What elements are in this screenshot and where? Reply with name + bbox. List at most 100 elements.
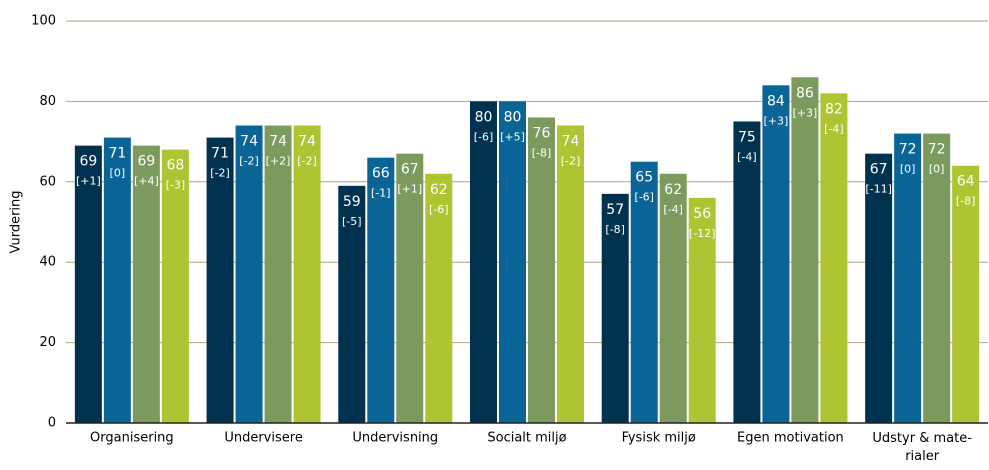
- x-tick-label: Undervisere: [224, 431, 302, 446]
- value-label: 64: [957, 174, 975, 190]
- change-label: [-2]: [239, 155, 259, 168]
- value-label: 56: [693, 206, 711, 222]
- change-label: [-6]: [634, 191, 654, 204]
- bar: [396, 153, 424, 423]
- value-label: 80: [504, 109, 522, 125]
- change-label: [+3]: [764, 114, 789, 127]
- change-label: [-6]: [429, 203, 449, 216]
- value-label: 75: [738, 130, 756, 146]
- bar: [952, 165, 980, 423]
- change-label: [+1]: [397, 183, 422, 196]
- x-tick-label: Fysisk miljø: [622, 431, 696, 446]
- value-label: 86: [796, 85, 814, 101]
- bar: [688, 197, 716, 423]
- bar: [601, 193, 629, 423]
- change-label: [-4]: [824, 122, 844, 135]
- change-label: [+4]: [134, 175, 159, 188]
- bar: [865, 153, 893, 423]
- y-tick-label: 80: [39, 94, 56, 109]
- change-label: [-2]: [561, 155, 581, 168]
- value-label: 67: [401, 162, 419, 178]
- bar: [733, 121, 761, 423]
- y-tick-label: 60: [39, 174, 56, 189]
- change-label: [-8]: [532, 146, 552, 159]
- bar: [103, 137, 131, 423]
- value-label: 71: [108, 146, 126, 162]
- value-label: 76: [533, 125, 551, 141]
- change-label: [-8]: [956, 195, 976, 208]
- value-label: 59: [343, 194, 361, 210]
- value-label: 57: [606, 202, 624, 218]
- value-label: 66: [372, 166, 390, 182]
- value-label: 69: [137, 154, 155, 170]
- value-label: 62: [664, 182, 682, 198]
- bar: [820, 93, 848, 424]
- y-axis-label: Vurdering: [9, 190, 24, 253]
- value-label: 72: [928, 142, 946, 158]
- y-tick-label: 100: [31, 14, 56, 29]
- value-label: 74: [562, 134, 580, 150]
- change-label: [0]: [110, 167, 126, 180]
- value-label: 65: [635, 170, 653, 186]
- bar: [264, 125, 292, 424]
- change-label: [-12]: [689, 227, 716, 240]
- value-label: 71: [211, 146, 229, 162]
- x-tick-line: rialer: [905, 449, 940, 464]
- bar: [74, 145, 102, 423]
- change-label: [-6]: [474, 130, 494, 143]
- x-tick-line: Udstyr & mate-: [872, 431, 972, 446]
- x-tick-label: Egen motivation: [737, 431, 844, 446]
- bar: [425, 173, 453, 423]
- bar: [338, 185, 366, 423]
- value-label: 74: [269, 134, 287, 150]
- y-tick-label: 40: [39, 255, 56, 270]
- bar: [470, 101, 497, 424]
- change-label: [0]: [929, 163, 945, 176]
- change-label: [+5]: [500, 130, 525, 143]
- value-label: 68: [166, 158, 184, 174]
- value-label: 72: [899, 142, 917, 158]
- value-label: 74: [298, 134, 316, 150]
- value-label: 69: [79, 154, 97, 170]
- change-label: [-11]: [865, 183, 892, 196]
- y-tick-label: 20: [39, 335, 56, 350]
- bar: [161, 149, 189, 423]
- value-label: 82: [825, 101, 843, 117]
- bar: [132, 145, 160, 423]
- bar: [499, 101, 526, 424]
- change-label: [-8]: [605, 223, 625, 236]
- value-label: 74: [240, 134, 258, 150]
- y-tick-label: 0: [48, 416, 56, 431]
- bar: [923, 133, 951, 423]
- bar: [528, 117, 555, 423]
- x-tick-label: Organisering: [90, 431, 174, 446]
- value-label: 80: [475, 109, 493, 125]
- bar: [206, 137, 234, 423]
- change-label: [+3]: [793, 106, 818, 119]
- value-label: 84: [767, 93, 785, 109]
- change-label: [-3]: [166, 179, 186, 192]
- change-label: [-4]: [737, 151, 757, 164]
- change-label: [-2]: [210, 167, 230, 180]
- bar: [762, 85, 790, 423]
- change-label: [-2]: [297, 155, 317, 168]
- bar: [630, 161, 658, 423]
- x-tick-label: Socialt miljø: [487, 431, 566, 446]
- change-label: [+1]: [76, 175, 101, 188]
- value-label: 67: [870, 162, 888, 178]
- change-label: [-1]: [371, 187, 391, 200]
- x-tick-label: Undervisning: [352, 431, 438, 446]
- bar: [367, 157, 395, 423]
- bar: [235, 125, 263, 424]
- bar: [791, 77, 819, 423]
- bar: [894, 133, 922, 423]
- x-tick-label: Udstyr & mate-rialer: [872, 431, 972, 464]
- bar: [659, 173, 687, 423]
- change-label: [-4]: [663, 203, 683, 216]
- bar: [293, 125, 321, 424]
- change-label: [0]: [900, 163, 916, 176]
- change-label: [+2]: [266, 155, 291, 168]
- value-label: 62: [430, 182, 448, 198]
- change-label: [-5]: [342, 215, 362, 228]
